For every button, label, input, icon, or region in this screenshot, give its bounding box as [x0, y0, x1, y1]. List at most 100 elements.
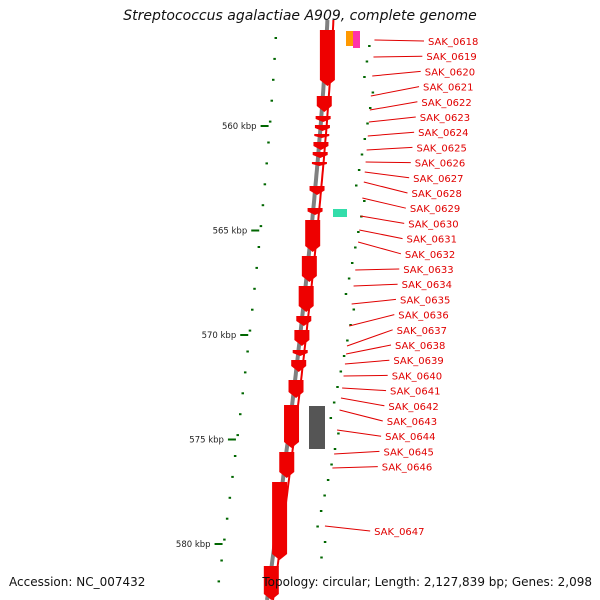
gene-label: SAK_0621: [423, 83, 473, 94]
cds-arrow: [315, 116, 331, 122]
leader-line: [370, 86, 420, 97]
cds-arrow: [279, 452, 295, 478]
gene-label: SAK_0647: [374, 527, 424, 538]
label-leaders: [324, 39, 425, 532]
gene-label: SAK_0623: [420, 113, 470, 124]
gc-dots: [316, 45, 375, 559]
feature-track: [263, 30, 360, 600]
cds-arrow: [298, 286, 314, 312]
leader-line: [353, 283, 398, 287]
gene-label: SAK_0644: [385, 432, 435, 443]
repeat-region: [309, 406, 325, 449]
cds-arrow: [314, 134, 330, 138]
gene-label: SAK_0620: [425, 67, 475, 78]
gene-label: SAK_0619: [426, 52, 476, 63]
gene-label: SAK_0638: [395, 341, 445, 352]
leader-line: [351, 298, 397, 305]
gene-label: SAK_0633: [403, 265, 453, 276]
leader-line: [360, 215, 405, 224]
leader-line: [373, 55, 423, 58]
leader-line: [324, 525, 371, 532]
kbp-label: 565 kbp: [213, 227, 248, 237]
leader-line: [339, 409, 383, 422]
leader-line: [337, 429, 382, 437]
gene-label: SAK_0645: [383, 447, 433, 458]
kbp-label: 560 kbp: [222, 122, 257, 132]
gene-labels: SAK_0618 SAK_0619 SAK_0620 SAK_0621 SAK_0622…: [374, 37, 478, 538]
leader-line: [359, 229, 403, 240]
leader-line: [372, 70, 421, 77]
cds-arrow: [311, 162, 327, 166]
leader-line: [345, 344, 392, 355]
cds-arrow: [309, 186, 325, 195]
cds-arrow: [292, 350, 308, 356]
gene-label: SAK_0622: [421, 98, 471, 109]
leader-line: [342, 387, 387, 392]
cds-arrow: [301, 256, 317, 282]
leader-line: [365, 161, 411, 164]
gene-label: SAK_0637: [397, 326, 447, 337]
cds-arrow: [263, 566, 279, 600]
genome-summary: Topology: circular; Length: 2,127,839 bp…: [262, 575, 592, 589]
kbp-label: 570 kbp: [202, 331, 237, 341]
rna-feature: [346, 31, 353, 46]
gene-label: SAK_0626: [415, 159, 465, 170]
map-title: Streptococcus agalactiae A909, complete …: [123, 8, 477, 24]
cds-arrow: [284, 405, 300, 448]
leader-line: [364, 171, 410, 179]
gene-label: SAK_0624: [418, 128, 468, 139]
cds-arrow: [288, 380, 304, 398]
gene-label: SAK_0632: [405, 250, 455, 261]
leader-line: [334, 450, 380, 455]
gene-label: SAK_0643: [387, 417, 437, 428]
gene-label: SAK_0641: [390, 387, 440, 398]
gene-label: SAK_0627: [413, 174, 463, 185]
leader-line: [340, 397, 385, 407]
misc-feature: [333, 209, 347, 217]
cds-arrow: [272, 482, 288, 560]
kbp-label: 580 kbp: [176, 540, 211, 550]
gene-label: SAK_0629: [410, 204, 460, 215]
leader-line: [366, 146, 413, 151]
gene-label: SAK_0618: [428, 37, 478, 48]
cds-arrow: [319, 30, 335, 86]
accession-text: Accession: NC_007432: [9, 575, 146, 589]
cds-arrow: [291, 360, 307, 372]
gene-label: SAK_0628: [412, 189, 462, 200]
leader-line: [349, 314, 395, 327]
cds-arrow: [314, 125, 330, 131]
kbp-label: 575 kbp: [189, 436, 224, 446]
leader-line: [367, 131, 415, 137]
leader-line: [344, 359, 390, 365]
leader-line: [355, 268, 400, 271]
leader-line: [368, 116, 416, 123]
cds-arrow: [312, 152, 328, 158]
leader-line: [369, 101, 418, 111]
leader-line: [357, 241, 402, 255]
leader-line: [374, 39, 425, 42]
gene-label: SAK_0640: [392, 371, 442, 382]
gene-label: SAK_0642: [388, 402, 438, 413]
gene-label: SAK_0646: [382, 463, 432, 474]
leader-line: [343, 374, 388, 377]
leader-line: [363, 181, 408, 194]
gene-label: SAK_0635: [400, 295, 450, 306]
gene-label: SAK_0630: [408, 219, 458, 230]
rna-feature: [353, 31, 360, 48]
cds-arrow: [313, 142, 329, 150]
gene-label: SAK_0634: [402, 280, 452, 291]
gene-label: SAK_0631: [407, 235, 457, 246]
cds-arrow: [316, 96, 332, 112]
gene-label: SAK_0625: [416, 143, 466, 154]
gene-label: SAK_0639: [393, 356, 443, 367]
scale-ticks: 560 kbp 565 kbp 570 kbp 575 kbp 580 kbp: [176, 37, 278, 583]
leader-line: [332, 466, 378, 469]
leader-line: [362, 197, 406, 209]
cds-arrow: [296, 316, 312, 326]
cds-arrow: [305, 220, 321, 252]
gene-label: SAK_0636: [398, 311, 448, 322]
cds-arrow: [294, 330, 310, 346]
cds-arrow: [307, 208, 323, 215]
leader-line: [346, 329, 393, 347]
